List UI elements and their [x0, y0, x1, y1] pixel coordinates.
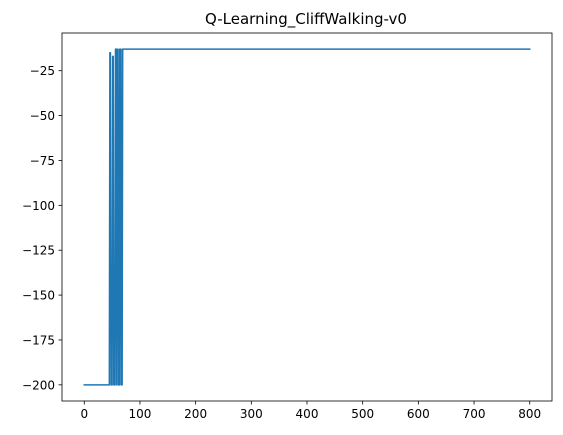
x-tick-label: 500	[351, 407, 374, 421]
plot-series	[83, 48, 531, 386]
y-tick-label: −200	[22, 378, 55, 392]
chart-title: Q-Learning_CliffWalking-v0	[205, 10, 407, 29]
y-tick-label: −75	[30, 154, 55, 168]
y-tick-label: −25	[30, 64, 55, 78]
plot-frame	[61, 32, 553, 402]
x-tick-label: 600	[407, 407, 430, 421]
y-tick-label: −50	[30, 109, 55, 123]
y-axis-ticks: −200 −175 −150 −125 −100 −75 −50 −25	[22, 64, 62, 392]
x-tick-label: 800	[518, 407, 541, 421]
x-tick-label: 700	[463, 407, 486, 421]
y-tick-label: −175	[22, 333, 55, 347]
x-tick-label: 300	[240, 407, 263, 421]
y-tick-label: −100	[22, 199, 55, 213]
x-tick-label: 400	[296, 407, 319, 421]
y-tick-label: −125	[22, 244, 55, 258]
y-tick-label: −150	[22, 289, 55, 303]
x-tick-label: 0	[80, 407, 88, 421]
x-tick-label: 100	[129, 407, 152, 421]
x-tick-label: 200	[184, 407, 207, 421]
series-line-0	[83, 48, 531, 386]
x-axis-ticks: 0 100 200 300 400 500 600 700 800	[80, 401, 541, 421]
